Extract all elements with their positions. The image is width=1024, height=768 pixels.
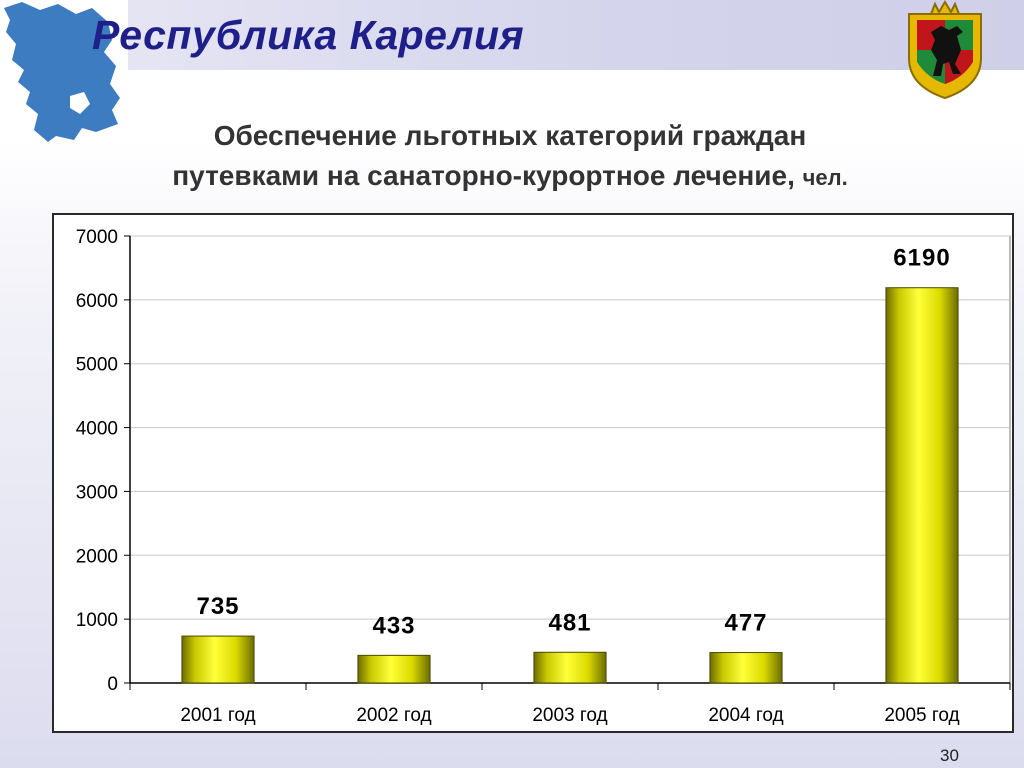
region-title: Республика Карелия xyxy=(92,12,525,58)
y-tick-label: 6000 xyxy=(76,291,118,312)
x-tick-label: 2005 год xyxy=(884,705,959,726)
header-band xyxy=(0,0,1024,70)
y-tick-label: 5000 xyxy=(76,355,118,376)
y-tick-label: 7000 xyxy=(76,227,118,248)
slide-title-line1: Обеспечение льготных категорий граждан xyxy=(213,120,807,151)
slide-title: Обеспечение льготных категорий граждан п… xyxy=(60,116,960,198)
data-label: 6190 xyxy=(893,245,950,272)
y-tick-label: 2000 xyxy=(76,546,118,567)
data-label: 477 xyxy=(724,610,767,637)
x-tick-label: 2002 год xyxy=(356,705,431,726)
data-label: 481 xyxy=(548,609,591,636)
bar xyxy=(181,635,255,684)
y-tick-label: 4000 xyxy=(76,419,118,440)
x-tick-label: 2001 год xyxy=(180,705,255,726)
data-label: 735 xyxy=(196,593,239,620)
x-tick-label: 2004 год xyxy=(708,705,783,726)
data-label: 433 xyxy=(372,612,415,639)
coat-of-arms-icon xyxy=(905,0,985,100)
page-number: 30 xyxy=(940,746,959,765)
unit-label: чел. xyxy=(802,165,848,190)
karelia-map-icon xyxy=(0,0,128,145)
bar xyxy=(357,654,431,684)
bar xyxy=(709,652,783,684)
bar-chart: 0 1000 2000 3000 4000 5000 6000 7000 735 2001 год… xyxy=(76,227,1011,726)
slide-title-line2: путевками на санаторно-курортное лечение… xyxy=(172,160,795,191)
chart-frame: 0 1000 2000 3000 4000 5000 6000 7000 735 2001 год… xyxy=(52,213,1014,733)
y-tick-label: 3000 xyxy=(76,482,118,503)
y-tick-label: 0 xyxy=(107,674,118,695)
bar xyxy=(533,651,607,684)
x-tick-label: 2003 год xyxy=(532,705,607,726)
y-tick-label: 1000 xyxy=(76,610,118,631)
bar xyxy=(885,287,959,684)
